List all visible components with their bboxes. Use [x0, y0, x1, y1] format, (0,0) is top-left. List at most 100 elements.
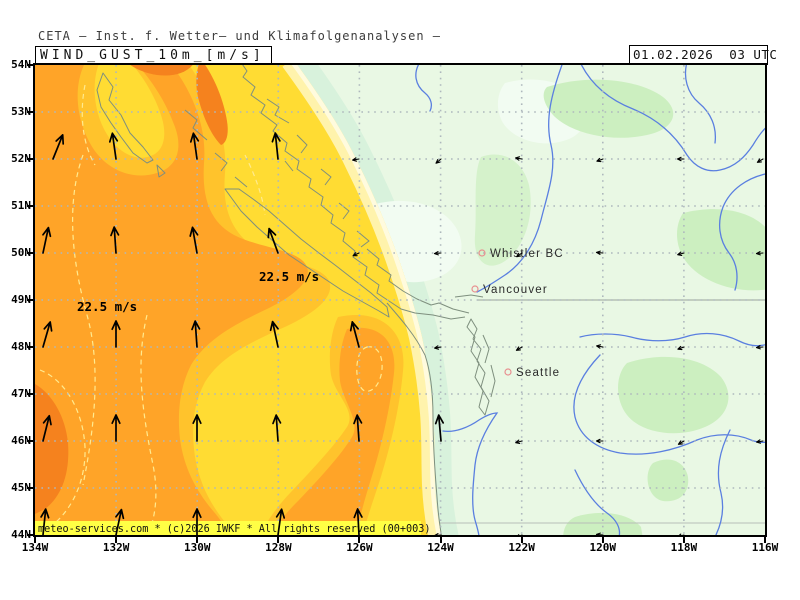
wind-arrow-icon	[755, 251, 764, 256]
lat-axis-label: 47N	[11, 387, 31, 400]
lat-axis-label: 48N	[11, 340, 31, 353]
lat-tick	[27, 205, 33, 207]
wind-arrow-icon	[275, 508, 286, 535]
lat-axis-label: 53N	[11, 105, 31, 118]
map-datetime: 01.02.2026 03 UTC	[629, 45, 777, 65]
lat-axis-label: 54N	[11, 58, 31, 71]
lat-tick	[27, 487, 33, 489]
institute-header: CETA — Inst. f. Wetter— und Klimafolgena…	[38, 29, 442, 43]
wind-arrow-icon	[189, 132, 200, 160]
map-title: WIND_GUST_10m_[m/s]	[35, 46, 272, 66]
map-frame	[33, 63, 767, 537]
wind-arrow-icon	[515, 346, 523, 351]
wind-arrow-icon	[42, 226, 52, 254]
lat-axis-label: 49N	[11, 293, 31, 306]
gust-contour-label: 22.5 m/s	[259, 269, 319, 284]
wind-arrow-icon	[42, 321, 53, 348]
wind-arrow-icon	[191, 320, 201, 348]
wind-arrow-icon	[516, 252, 523, 258]
wind-arrow-icon	[111, 320, 121, 348]
lat-tick	[27, 111, 33, 113]
lon-axis-label: 130W	[183, 541, 211, 554]
wind-arrow-icon	[515, 439, 523, 444]
lon-tick	[439, 537, 442, 543]
wind-arrow-icon	[434, 414, 445, 442]
lon-axis-label: 122W	[508, 541, 535, 554]
lon-tick	[34, 537, 36, 543]
wind-arrow-icon	[352, 252, 360, 257]
wind-arrow-icon	[349, 321, 360, 348]
political-borders	[425, 299, 765, 524]
lon-axis-label: 128W	[265, 541, 292, 554]
wind-arrow-icon	[434, 345, 442, 350]
wind-arrow-icon	[678, 533, 685, 535]
wind-arrow-icon	[596, 157, 604, 163]
lat-tick	[27, 158, 33, 160]
wind-arrow-icon	[755, 345, 764, 350]
lat-axis-label: 45N	[11, 481, 31, 494]
rivers	[415, 65, 765, 535]
wind-arrow-icon	[677, 251, 685, 256]
wind-arrow-icon	[595, 532, 604, 535]
city-label: Vancouver	[483, 284, 548, 296]
wind-arrow-icon	[353, 508, 363, 535]
lat-axis-label: 50N	[11, 246, 31, 259]
wind-arrow-icon	[352, 157, 360, 162]
lat-tick	[27, 393, 33, 395]
intermediate-contours	[39, 84, 383, 535]
city-marker-icon	[478, 249, 486, 257]
wind-arrow-icon	[115, 508, 125, 535]
lon-tick	[520, 537, 523, 543]
lon-tick	[277, 537, 280, 543]
wind-arrow-icon	[435, 158, 442, 164]
gust-contour-label: 22.5 m/s	[77, 299, 137, 314]
copyright-text: meteo-services.com * (c)2026 IWKF * All …	[38, 524, 431, 535]
wind-arrow-icon	[271, 132, 281, 160]
copyright-bar: meteo-services.com * (c)2026 IWKF * All …	[35, 521, 431, 535]
wind-arrow-icon	[595, 250, 604, 255]
wind-arrow-icon	[189, 226, 199, 254]
city-markers: Whistler BC Vancouver Seattle	[471, 248, 564, 379]
city-marker-icon	[471, 285, 479, 293]
lat-tick	[27, 534, 33, 536]
wind-arrow-icon	[269, 320, 279, 348]
city-label: Seattle	[516, 367, 560, 379]
lat-tick	[27, 299, 33, 301]
city-label: Whistler BC	[490, 248, 564, 260]
lon-tick	[196, 537, 199, 543]
lat-tick	[27, 440, 33, 442]
wind-arrow-icon	[756, 439, 764, 444]
wind-arrow-icon	[595, 438, 604, 444]
lat-tick	[27, 346, 33, 348]
lon-axis-label: 116W	[751, 541, 779, 554]
wind-arrow-icon	[192, 508, 202, 535]
map-canvas: meteo-services.com * (c)2026 IWKF * All …	[35, 65, 765, 535]
wind-arrow-icon	[434, 533, 442, 535]
wind-arrow-icon	[52, 134, 65, 160]
wind-arrow-icon	[192, 414, 202, 442]
lat-axis-label: 52N	[11, 152, 31, 165]
lon-tick	[764, 537, 766, 543]
lat-tick	[27, 64, 33, 66]
lon-tick	[601, 537, 604, 543]
graticule	[35, 65, 765, 535]
wind-arrows	[40, 132, 764, 535]
lat-tick	[27, 252, 33, 254]
weather-map: meteo-services.com * (c)2026 IWKF * All …	[35, 65, 765, 535]
lat-axis-label: 46N	[11, 434, 31, 447]
wind-arrow-icon	[353, 414, 363, 442]
lon-axis-label: 118W	[670, 541, 698, 554]
lon-axis-label: 124W	[427, 541, 454, 554]
lon-tick	[682, 537, 685, 543]
lat-axis-label: 51N	[11, 199, 31, 212]
lon-axis-label: 134W	[21, 541, 49, 554]
lon-axis-label: 126W	[346, 541, 373, 554]
wind-arrow-icon	[677, 345, 685, 351]
wind-arrow-icon	[111, 414, 121, 442]
wind-arrow-icon	[756, 158, 764, 163]
wind-arrow-icon	[267, 227, 279, 254]
wind-arrow-icon	[677, 440, 685, 445]
wind-arrow-icon	[110, 226, 120, 254]
wind-arrow-icon	[272, 414, 282, 442]
